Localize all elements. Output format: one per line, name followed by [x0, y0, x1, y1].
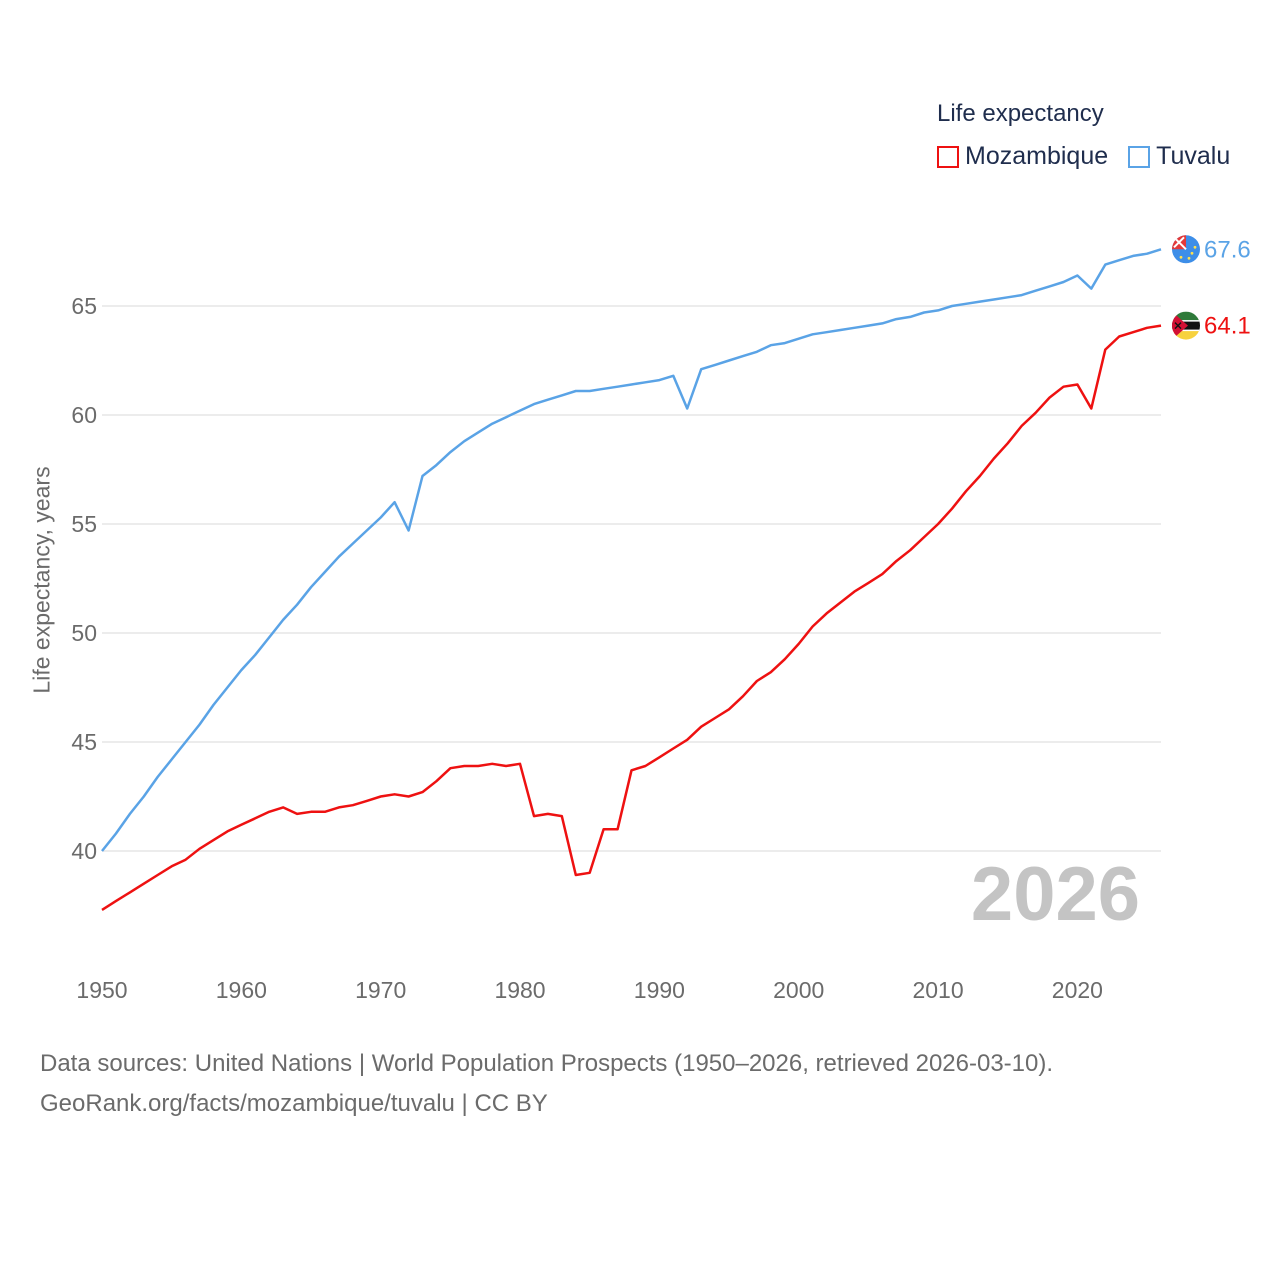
grid-lines [102, 305, 1161, 852]
y-axis-ticks: 40 45 50 55 60 65 [71, 293, 97, 864]
y-tick-label: 45 [71, 729, 97, 755]
mozambique-flag-icon [1172, 311, 1200, 340]
series-line-tuvalu [101, 248, 1162, 852]
y-tick-label: 65 [71, 293, 97, 319]
legend-label-mozambique: Mozambique [965, 142, 1109, 170]
legend-title: Life expectancy [937, 100, 1104, 127]
x-axis-ticks: 1950 1960 1970 1980 1990 2000 2010 2020 [76, 977, 1103, 1003]
legend-swatch-mozambique [937, 145, 959, 168]
source-line-1: Data sources: United Nations | World Pop… [40, 1050, 1054, 1077]
y-tick-label: 50 [71, 620, 97, 646]
source-line-2: GeoRank.org/facts/mozambique/tuvalu | CC… [40, 1090, 548, 1117]
legend-item-tuvalu[interactable]: Tuvalu [1128, 142, 1230, 171]
legend-item-mozambique[interactable]: Mozambique [937, 142, 1108, 171]
y-axis-label: Life expectancy, years [28, 466, 55, 694]
x-tick-label: 1990 [634, 977, 685, 1003]
data-source-note: Data sources: United Nations | World Pop… [40, 1044, 1053, 1124]
y-tick-label: 60 [71, 402, 97, 428]
x-tick-label: 2000 [773, 977, 824, 1003]
data-series [101, 248, 1162, 911]
x-tick-label: 2010 [912, 977, 963, 1003]
x-tick-label: 1970 [355, 977, 406, 1003]
tuvalu-flag-icon [1172, 235, 1200, 264]
x-tick-label: 2020 [1052, 977, 1103, 1003]
x-tick-label: 1980 [494, 977, 545, 1003]
y-tick-label: 55 [71, 511, 97, 537]
x-tick-label: 1950 [76, 977, 127, 1003]
y-tick-label: 40 [71, 838, 97, 864]
series-end-markers: 67.6 64.1 [1172, 235, 1251, 340]
mozambique-end-label: 64.1 [1204, 313, 1251, 340]
tuvalu-end-label: 67.6 [1204, 236, 1251, 263]
series-line-mozambique [101, 324, 1162, 911]
legend-label-tuvalu: Tuvalu [1156, 142, 1231, 170]
year-watermark: 2026 [971, 852, 1140, 937]
x-tick-label: 1960 [216, 977, 267, 1003]
legend: Mozambique Tuvalu [937, 142, 1250, 171]
legend-swatch-tuvalu [1128, 145, 1151, 168]
